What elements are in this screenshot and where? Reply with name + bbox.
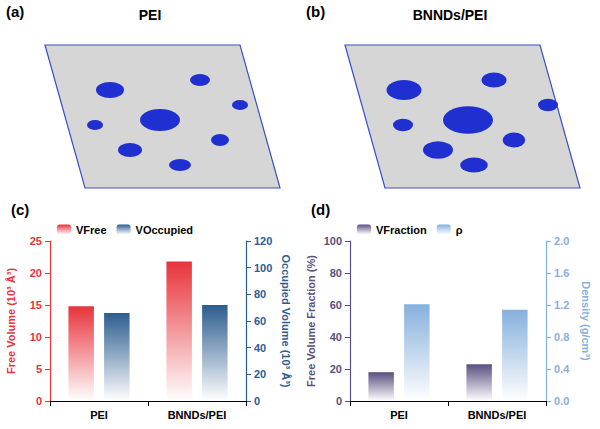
svg-text:Density (g/cm³): Density (g/cm³) [580, 281, 592, 361]
svg-text:1.2: 1.2 [554, 299, 569, 311]
svg-text:100: 100 [254, 262, 272, 274]
svg-text:120: 120 [254, 235, 272, 247]
svg-text:VFree: VFree [76, 224, 107, 236]
svg-text:2.0: 2.0 [554, 235, 569, 247]
svg-text:(b): (b) [306, 3, 325, 20]
svg-text:VOccupied: VOccupied [136, 224, 193, 236]
svg-text:1.6: 1.6 [554, 267, 569, 279]
svg-text:VFraction: VFraction [376, 224, 427, 236]
svg-text:15: 15 [30, 299, 42, 311]
svg-text:20: 20 [30, 267, 42, 279]
svg-text:BNNDs/PEI: BNNDs/PEI [413, 7, 488, 23]
svg-text:(d): (d) [311, 201, 330, 218]
svg-text:(c): (c) [11, 201, 29, 218]
svg-text:10: 10 [30, 331, 42, 343]
svg-text:ρ: ρ [456, 224, 463, 236]
svg-text:5: 5 [36, 363, 42, 375]
svg-text:Free Volume Fraction (%): Free Volume Fraction (%) [305, 255, 317, 387]
svg-text:PEI: PEI [90, 409, 108, 421]
svg-text:80: 80 [254, 288, 266, 300]
svg-text:Free Volume (10³ Å³): Free Volume (10³ Å³) [5, 268, 17, 374]
svg-text:0: 0 [254, 395, 260, 407]
svg-text:Occupied Volume (10³ Å³): Occupied Volume (10³ Å³) [280, 254, 292, 387]
svg-text:BNNDs/PEI: BNNDs/PEI [168, 409, 227, 421]
svg-text:60: 60 [330, 299, 342, 311]
svg-text:40: 40 [330, 331, 342, 343]
svg-text:PEI: PEI [390, 409, 408, 421]
svg-text:0.0: 0.0 [554, 395, 569, 407]
svg-text:0: 0 [336, 395, 342, 407]
svg-text:20: 20 [330, 363, 342, 375]
svg-text:60: 60 [254, 315, 266, 327]
svg-text:(a): (a) [6, 3, 24, 20]
svg-text:40: 40 [254, 342, 266, 354]
svg-text:PEI: PEI [139, 7, 162, 23]
svg-text:100: 100 [324, 235, 342, 247]
svg-text:25: 25 [30, 235, 42, 247]
svg-text:0.4: 0.4 [554, 363, 570, 375]
svg-text:80: 80 [330, 267, 342, 279]
svg-text:0.8: 0.8 [554, 331, 569, 343]
svg-text:BNNDs/PEI: BNNDs/PEI [468, 409, 527, 421]
svg-text:20: 20 [254, 368, 266, 380]
svg-text:0: 0 [36, 395, 42, 407]
